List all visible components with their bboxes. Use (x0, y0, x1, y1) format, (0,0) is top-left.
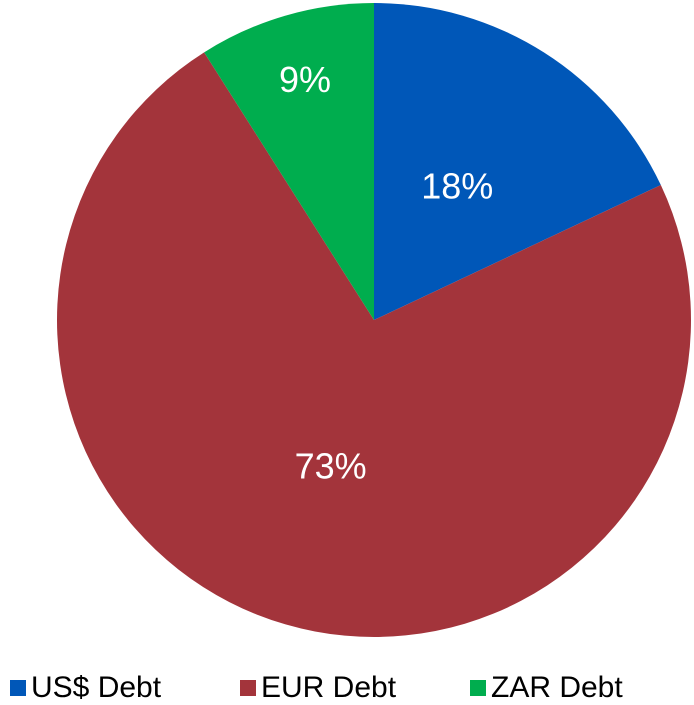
legend-label: EUR Debt (261, 671, 397, 704)
pie-slice (57, 52, 691, 638)
pie-slice (204, 3, 374, 320)
legend-swatch (10, 680, 26, 696)
legend-label: ZAR Debt (491, 671, 623, 704)
value-label: 9% (279, 59, 331, 100)
legend-label: US$ Debt (31, 671, 162, 704)
pie-slice (374, 3, 661, 320)
legend-swatch (240, 680, 256, 696)
legend-swatch (470, 680, 486, 696)
value-label: 73% (295, 446, 367, 487)
value-label: 18% (421, 165, 493, 206)
